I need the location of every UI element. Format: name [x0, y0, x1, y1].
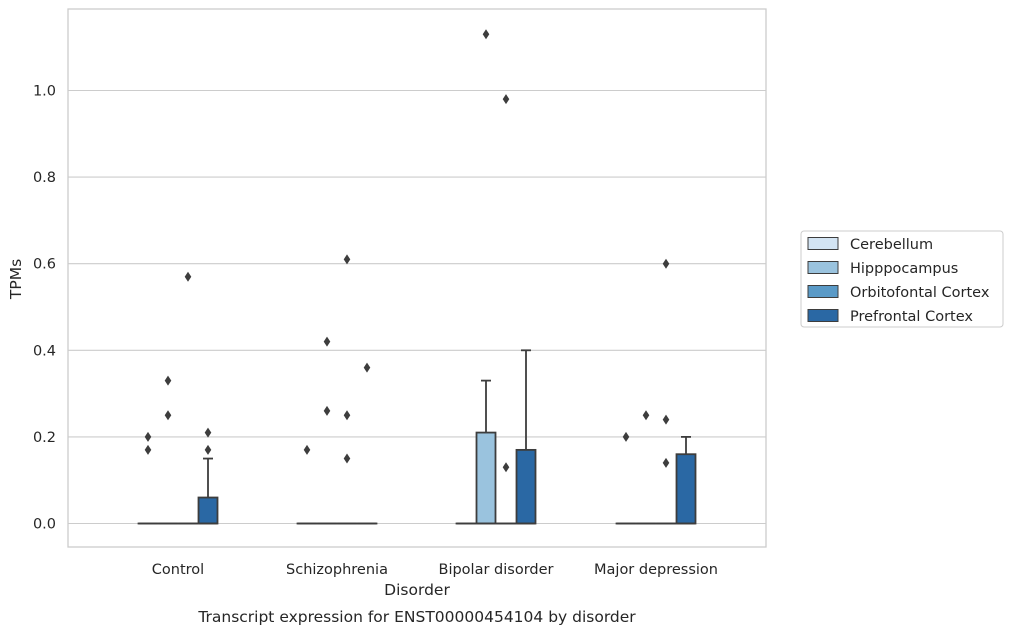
grid-lines — [68, 89, 766, 525]
y-tick-label: 0.4 — [33, 343, 56, 359]
box — [675, 453, 697, 525]
outlier-point — [662, 414, 670, 425]
chart-title: Transcript expression for ENST0000045410… — [197, 608, 636, 626]
outlier-point — [343, 410, 351, 421]
legend-label: Hipppocampus — [850, 261, 958, 277]
x-tick-label: Control — [152, 562, 204, 578]
outlier-point — [164, 375, 172, 386]
y-tick-label: 0.8 — [33, 170, 56, 186]
box — [515, 448, 537, 525]
outlier-point — [204, 444, 212, 455]
outlier-point — [303, 444, 311, 455]
y-tick-label: 0.6 — [33, 257, 56, 273]
x-tick-label: Bipolar disorder — [439, 562, 554, 578]
series-cerebellum — [137, 431, 637, 525]
legend-label: Prefrontal Cortex — [850, 309, 973, 325]
box-series — [137, 29, 697, 525]
series-prefrontal-cortex — [197, 349, 697, 525]
outlier-point — [144, 431, 152, 442]
series-orbitofontal-cortex — [177, 94, 677, 525]
legend: Cerebellum Hipppocampus Orbitofontal Corte… — [800, 230, 1004, 328]
outlier-point — [642, 410, 650, 421]
outlier-point — [363, 362, 371, 373]
outlier-point — [323, 405, 331, 416]
y-tick-label: 0.2 — [33, 430, 56, 446]
y-axis-ticks: 0.0 0.2 0.4 0.6 0.8 1.0 — [33, 84, 56, 533]
outlier-point — [164, 410, 172, 421]
outlier-point — [144, 444, 152, 455]
legend-frame — [800, 230, 1004, 328]
box — [475, 431, 497, 525]
outlier-point — [323, 336, 331, 347]
outlier-point — [343, 453, 351, 464]
outlier-point — [343, 254, 351, 265]
outlier-point — [662, 258, 670, 269]
outlier-point — [502, 94, 510, 105]
outlier-point — [502, 462, 510, 473]
legend-swatch — [807, 237, 839, 250]
legend-swatch — [807, 285, 839, 298]
legend-swatch — [807, 309, 839, 322]
x-axis-title: Disorder — [384, 581, 450, 599]
outlier-point — [204, 427, 212, 438]
outlier-point — [662, 457, 670, 468]
legend-swatch — [807, 261, 839, 274]
x-tick-label: Schizophrenia — [286, 562, 388, 578]
plot-frame — [67, 8, 767, 548]
box — [197, 496, 219, 525]
y-tick-label: 0.0 — [33, 517, 56, 533]
y-axis-title: TPMs — [7, 259, 25, 300]
outlier-point — [622, 431, 630, 442]
series-hipppocampus — [157, 29, 657, 525]
y-tick-label: 1.0 — [33, 84, 56, 100]
legend-label: Orbitofontal Cortex — [850, 285, 990, 301]
outlier-point — [184, 271, 192, 282]
outlier-point — [482, 29, 490, 40]
legend-label: Cerebellum — [850, 237, 933, 253]
x-axis-ticks: Control Schizophrenia Bipolar disorder Majo… — [152, 562, 718, 578]
x-tick-label: Major depression — [594, 562, 718, 578]
